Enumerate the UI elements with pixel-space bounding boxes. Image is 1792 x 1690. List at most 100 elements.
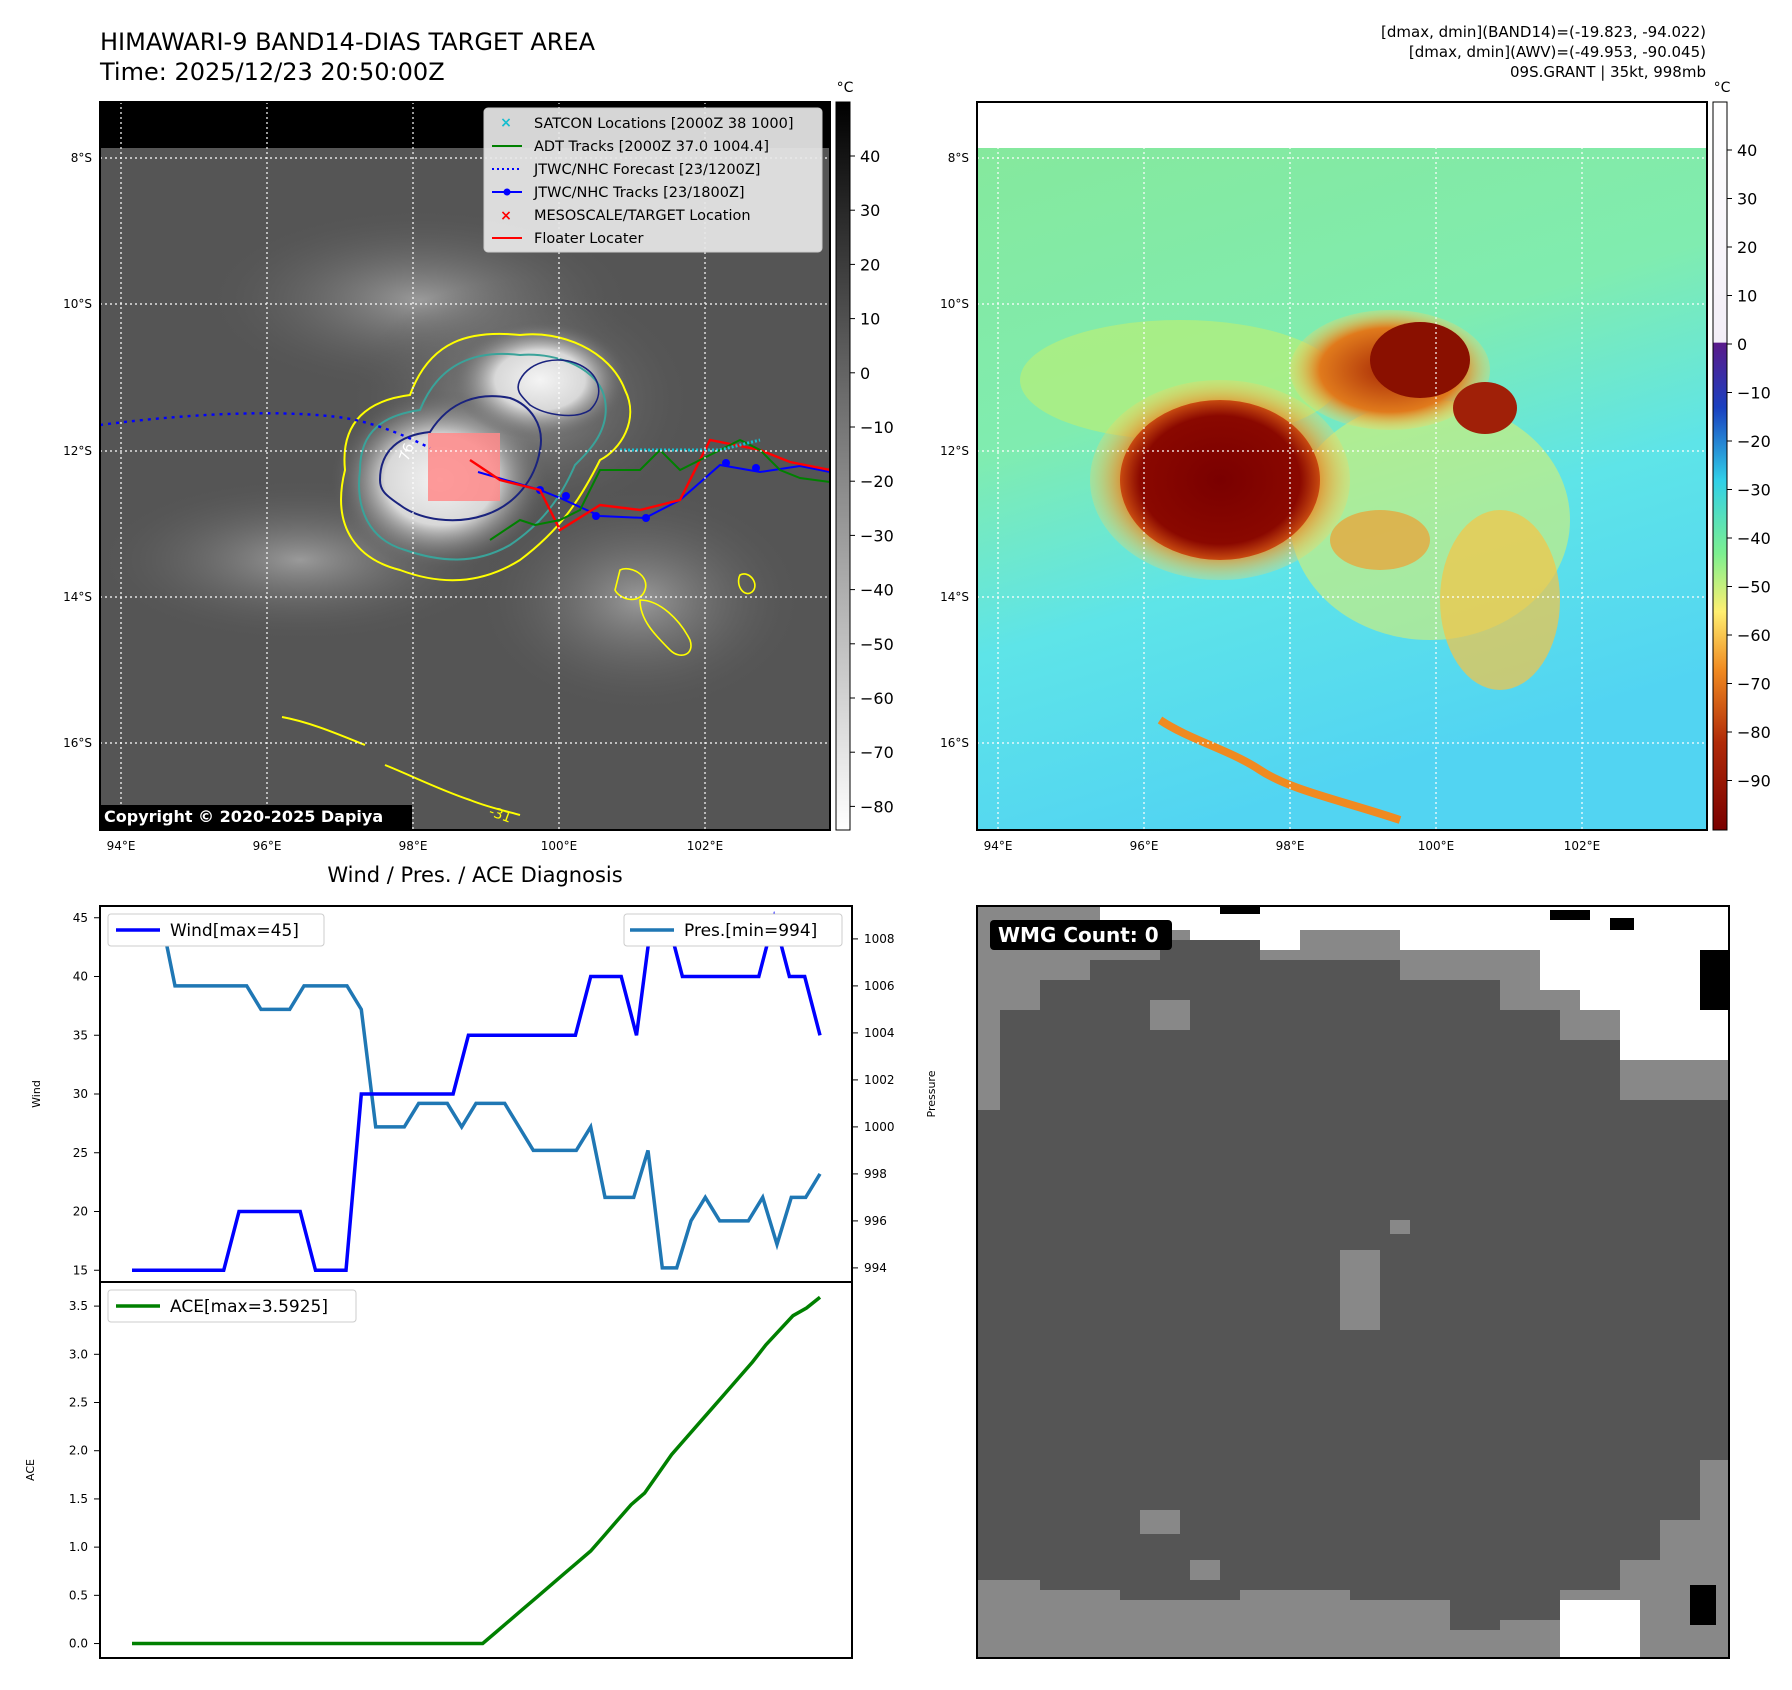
colorbar-tick-label: −10	[860, 418, 894, 437]
svg-text:16°S: 16°S	[940, 736, 969, 750]
svg-text:12°S: 12°S	[940, 444, 969, 458]
svg-text:96°E: 96°E	[1130, 839, 1159, 853]
wind-tick-label: 45	[73, 911, 88, 925]
pressure-tick-label: 1004	[864, 1026, 895, 1040]
stats-storm: 09S.GRANT | 35kt, 998mb	[1509, 63, 1706, 81]
colorbar-tick-label: −70	[1737, 675, 1771, 694]
svg-text:ACE[max=3.5925]: ACE[max=3.5925]	[170, 1297, 328, 1317]
svg-text:8°S: 8°S	[71, 151, 92, 165]
awv-lon-labels: 94°E 96°E 98°E 100°E 102°E	[984, 839, 1601, 853]
pressure-tick-label: 1000	[864, 1120, 895, 1134]
pressure-axis-label: Pressure	[925, 1070, 938, 1117]
stats-awv: [dmax, dmin](AWV)=(-49.953, -90.045)	[1408, 43, 1706, 61]
svg-text:°C: °C	[837, 80, 854, 96]
ace-tick-label: 0.5	[69, 1588, 88, 1602]
ir-lon-labels: 94°E 96°E 98°E 100°E 102°E	[107, 839, 724, 853]
ir-legend: × SATCON Locations [2000Z 38 1000] ADT T…	[483, 107, 823, 253]
stats-band14: [dmax, dmin](BAND14)=(-19.823, -94.022)	[1381, 23, 1706, 41]
ir-lat-labels: 8°S 10°S 12°S 14°S 16°S	[63, 151, 92, 750]
wind-tick-label: 20	[73, 1205, 88, 1219]
awv-lat-labels: 8°S 10°S 12°S 14°S 16°S	[940, 151, 969, 750]
colorbar-tick-label: 0	[1737, 335, 1747, 354]
colorbar-tick-label: 30	[860, 201, 880, 220]
svg-text:10°S: 10°S	[63, 297, 92, 311]
diagnosis-title: Wind / Pres. / ACE Diagnosis	[327, 863, 622, 887]
wmg-count-badge	[990, 920, 1172, 950]
contour-label: -31	[487, 804, 514, 827]
svg-text:14°S: 14°S	[940, 590, 969, 604]
jtwc-track-points	[536, 459, 760, 522]
legend-target: MESOSCALE/TARGET Location	[534, 208, 751, 224]
legend-forecast: JTWC/NHC Forecast [23/1200Z]	[533, 162, 760, 178]
colorbar-tick-label: −70	[860, 743, 894, 762]
colorbar-tick-label: −30	[860, 526, 894, 545]
awv-gridlines	[977, 102, 1707, 830]
ace-tick-label: 1.0	[69, 1540, 88, 1554]
wind-tick-label: 40	[73, 970, 88, 984]
legend-adt: ADT Tracks [2000Z 37.0 1004.4]	[534, 139, 769, 155]
pressure-legend: Pres.[min=994]	[623, 913, 843, 947]
colorbar-tick-label: −40	[1737, 529, 1771, 548]
wind-tick-label: 35	[73, 1028, 88, 1042]
svg-text:°C: °C	[1714, 80, 1731, 96]
colorbar-tick-label: −80	[1737, 723, 1771, 742]
wind-tick-label: 25	[73, 1146, 88, 1160]
stats-block: [dmax, dmin](BAND14)=(-19.823, -94.022) …	[1381, 22, 1706, 82]
pressure-tick-label: 994	[864, 1261, 887, 1275]
wind-series-line	[132, 910, 822, 1273]
title-line-1: HIMAWARI-9 BAND14-DIAS TARGET AREA	[100, 28, 596, 56]
wind-legend: Wind[max=45]	[107, 913, 325, 947]
svg-text:8°S: 8°S	[948, 151, 969, 165]
colorbar-tick-label: −90	[1737, 772, 1771, 791]
svg-text:12°S: 12°S	[63, 444, 92, 458]
ace-tick-label: 2.5	[69, 1396, 88, 1410]
colorbar-tick-label: −10	[1737, 384, 1771, 403]
colorbar-tick-label: −20	[1737, 432, 1771, 451]
pressure-tick-label: 1008	[864, 932, 895, 946]
pressure-tick-label: 1006	[864, 979, 895, 993]
ir-colorbar: °C 40 30 20 10 0 −10 −20 −30 −40 −50 −60 −70 −80	[835, 80, 894, 831]
legend-tracks: JTWC/NHC Tracks [23/1800Z]	[533, 185, 745, 201]
colorbar-tick-label: 0	[860, 364, 870, 383]
copyright-text: Copyright © 2020-2025 Dapiya	[104, 807, 383, 826]
svg-text:Wind[max=45]: Wind[max=45]	[170, 921, 299, 941]
colorbar-tick-label: 10	[860, 310, 880, 329]
colorbar-tick-label: 40	[860, 147, 880, 166]
wmg-count-text: WMG Count: 0	[998, 923, 1159, 947]
colorbar-tick-label: −20	[860, 472, 894, 491]
ace-legend: ACE[max=3.5925]	[107, 1289, 357, 1323]
ace-tick-label: 1.5	[69, 1492, 88, 1506]
svg-text:102°E: 102°E	[687, 839, 724, 853]
colorbar-tick-label: 20	[1737, 238, 1757, 257]
svg-text:×: ×	[500, 208, 512, 224]
svg-text:98°E: 98°E	[399, 839, 428, 853]
colorbar-tick-label: −40	[860, 581, 894, 600]
colorbar-tick-label: −80	[860, 797, 894, 816]
svg-text:100°E: 100°E	[1418, 839, 1455, 853]
wind-tick-label: 30	[73, 1087, 88, 1101]
svg-text:96°E: 96°E	[253, 839, 282, 853]
colorbar-tick-label: 40	[1737, 141, 1757, 160]
svg-text:10°S: 10°S	[940, 297, 969, 311]
ace-tick-label: 0.0	[69, 1637, 88, 1651]
ace-panel: 0.0 0.5 1.0 1.5 2.0 2.5 3.0 3.5 ACE ACE[max=3.5…	[24, 1281, 853, 1659]
copyright-badge	[100, 805, 412, 829]
svg-text:16°S: 16°S	[63, 736, 92, 750]
colorbar-tick-label: −50	[1737, 578, 1771, 597]
svg-text:94°E: 94°E	[984, 839, 1013, 853]
awv-colorbar: °C 40 30 20 10 0 −10 −20 −30 −40 −50 −60 −70 −80 −90	[1712, 80, 1771, 831]
svg-text:100°E: 100°E	[541, 839, 578, 853]
ace-axis-label: ACE	[24, 1459, 37, 1481]
legend-floater: Floater Locater	[534, 231, 643, 247]
svg-text:98°E: 98°E	[1276, 839, 1305, 853]
wind-axis-label: Wind	[30, 1080, 43, 1108]
svg-text:×: ×	[500, 115, 512, 131]
wind-pressure-panel: Wind / Pres. / ACE Diagnosis 15 20 25 30 35 4…	[30, 863, 938, 1283]
ace-tick-label: 3.0	[69, 1347, 88, 1361]
legend-satcon: SATCON Locations [2000Z 38 1000]	[534, 116, 793, 132]
colorbar-tick-label: −60	[1737, 626, 1771, 645]
colorbar-tick-label: 20	[860, 255, 880, 274]
ace-series-line	[132, 1295, 822, 1646]
wind-tick-label: 15	[73, 1263, 88, 1277]
